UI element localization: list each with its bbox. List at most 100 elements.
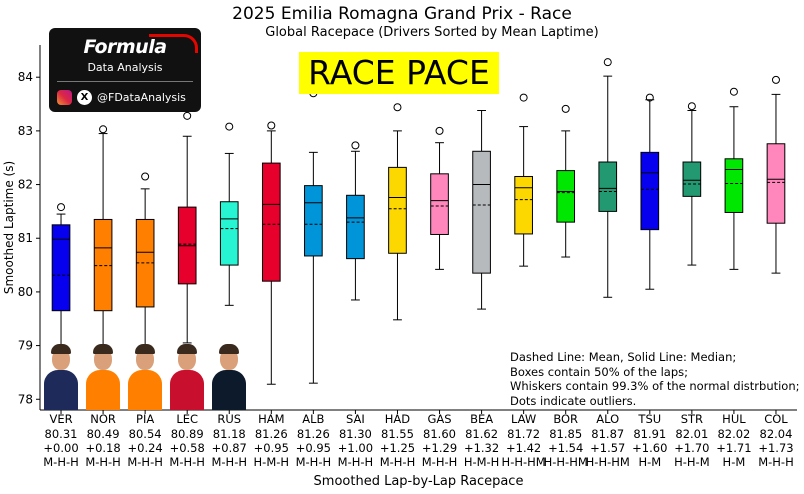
outlier-dot — [267, 121, 276, 130]
x-label-code: ALB — [302, 412, 324, 426]
y-tick-label: 83 — [18, 124, 33, 138]
x-label-tyres: H-M — [723, 455, 746, 469]
x-label-gap: +1.71 — [716, 441, 751, 455]
x-label-gap: +1.54 — [548, 441, 583, 455]
outlier-dot — [771, 75, 780, 84]
box-gas — [430, 173, 449, 235]
x-label-code: NOR — [90, 412, 116, 426]
x-label-code: HAM — [258, 412, 284, 426]
outlier-dot — [141, 172, 150, 181]
y-tick-label: 80 — [18, 285, 33, 299]
x-label-tyres: M-H-H — [296, 455, 332, 469]
x-label-mean-label: 81.60 — [423, 427, 456, 441]
y-tick-label: 81 — [18, 231, 33, 245]
x-label-tyres: H-M-H — [254, 455, 290, 469]
x-label-gap: +1.73 — [758, 441, 793, 455]
driver-portrait — [169, 340, 205, 410]
y-tick-label: 82 — [18, 178, 33, 192]
outlier-dot — [519, 93, 528, 102]
x-label-mean-label: 80.89 — [171, 427, 204, 441]
x-label-code: PIA — [136, 412, 154, 426]
box-bea — [472, 150, 491, 274]
x-label-tyres: M-H-H — [211, 455, 247, 469]
portrait-hair — [177, 344, 198, 354]
logo-subtitle: Data Analysis — [87, 61, 163, 74]
logo-wordmark: Formula — [83, 36, 167, 58]
x-label-tyres: M-H-H — [127, 455, 163, 469]
x-label-gap: +0.24 — [128, 441, 163, 455]
x-label-mean-label: 81.30 — [339, 427, 372, 441]
portrait-hair — [135, 344, 156, 354]
driver-portrait — [85, 340, 121, 410]
y-tick-label: 84 — [18, 70, 33, 84]
box-ver — [51, 224, 71, 312]
box-sai — [346, 194, 365, 260]
portrait-hair — [51, 344, 72, 354]
x-label-code: HAD — [385, 412, 411, 426]
x-label-mean-label: 80.31 — [45, 427, 78, 441]
x-label-code: VER — [49, 412, 72, 426]
social-handle: @FDataAnalysis — [97, 91, 186, 104]
x-label-code: RUS — [217, 412, 241, 426]
x-label-code: SAI — [346, 412, 365, 426]
x-label-gap: +0.95 — [254, 441, 289, 455]
x-label-tyres: M-H-H — [422, 455, 458, 469]
x-label-gap: +1.25 — [380, 441, 415, 455]
race-pace-banner: RACE PACE — [299, 52, 499, 94]
x-label-tyres: M-H-H — [338, 455, 374, 469]
logo-divider — [57, 81, 193, 82]
x-label-tyres: M-H-H — [380, 455, 416, 469]
portrait-body — [170, 370, 205, 410]
x-label-tyres: M-H-H — [758, 455, 794, 469]
x-label-tyres: H-M — [638, 455, 661, 469]
driver-portrait — [211, 340, 247, 410]
x-label-code: BEA — [470, 412, 493, 426]
driver-portrait — [127, 340, 163, 410]
x-label-gap: +1.70 — [674, 441, 709, 455]
driver-portrait — [43, 340, 79, 410]
outlier-dot — [183, 111, 192, 120]
box-col — [766, 143, 786, 224]
x-label-mean-label: 80.49 — [87, 427, 120, 441]
box-hul — [724, 158, 744, 213]
x-label-code: HUL — [722, 412, 746, 426]
x-label-gap: +0.18 — [85, 441, 120, 455]
x-label-mean-label: 81.55 — [381, 427, 414, 441]
x-label-mean-label: 80.54 — [129, 427, 162, 441]
portrait-body — [128, 370, 163, 410]
y-tick-label: 79 — [18, 339, 33, 353]
x-label-tyres: M-H-H — [169, 455, 205, 469]
x-label-mean-label: 81.26 — [255, 427, 288, 441]
x-label-code: COL — [764, 412, 788, 426]
legend-line: Dots indicate outliers. — [510, 393, 637, 408]
outlier-dot — [435, 126, 444, 135]
portrait-hair — [93, 344, 114, 354]
x-label-tyres: H-M-H — [464, 455, 500, 469]
x-label-code: STR — [681, 412, 703, 426]
outlier-dot — [57, 203, 66, 212]
x-label-mean-label: 82.01 — [675, 427, 708, 441]
chart-subtitle: Global Racepace (Drivers Sorted by Mean … — [265, 25, 599, 40]
legend-notes: Dashed Line: Mean, Solid Line: Median; B… — [510, 350, 800, 408]
x-label-mean-label: 81.72 — [507, 427, 540, 441]
chart-title: 2025 Emilia Romagna Grand Prix - Race — [232, 4, 572, 24]
x-label-gap: +0.87 — [212, 441, 247, 455]
x-label-code: TSU — [637, 412, 661, 426]
box-ham — [261, 162, 281, 282]
x-label-gap: +0.95 — [296, 441, 331, 455]
logo-swoosh-icon — [149, 34, 198, 53]
box-had — [388, 166, 407, 254]
outlier-dot — [603, 58, 612, 67]
x-label-tyres: H-H-HM — [502, 455, 546, 469]
x-label-gap: +1.00 — [338, 441, 373, 455]
x-label-mean-label: 82.04 — [760, 427, 793, 441]
x-label-tyres: M-H-H — [85, 455, 121, 469]
outlier-dot — [99, 125, 108, 134]
x-label-mean-label: 81.91 — [633, 427, 666, 441]
outlier-dot — [561, 104, 570, 113]
box-str — [682, 161, 702, 197]
x-label-mean-label: 81.62 — [465, 427, 498, 441]
x-label-mean-label: 81.26 — [297, 427, 330, 441]
